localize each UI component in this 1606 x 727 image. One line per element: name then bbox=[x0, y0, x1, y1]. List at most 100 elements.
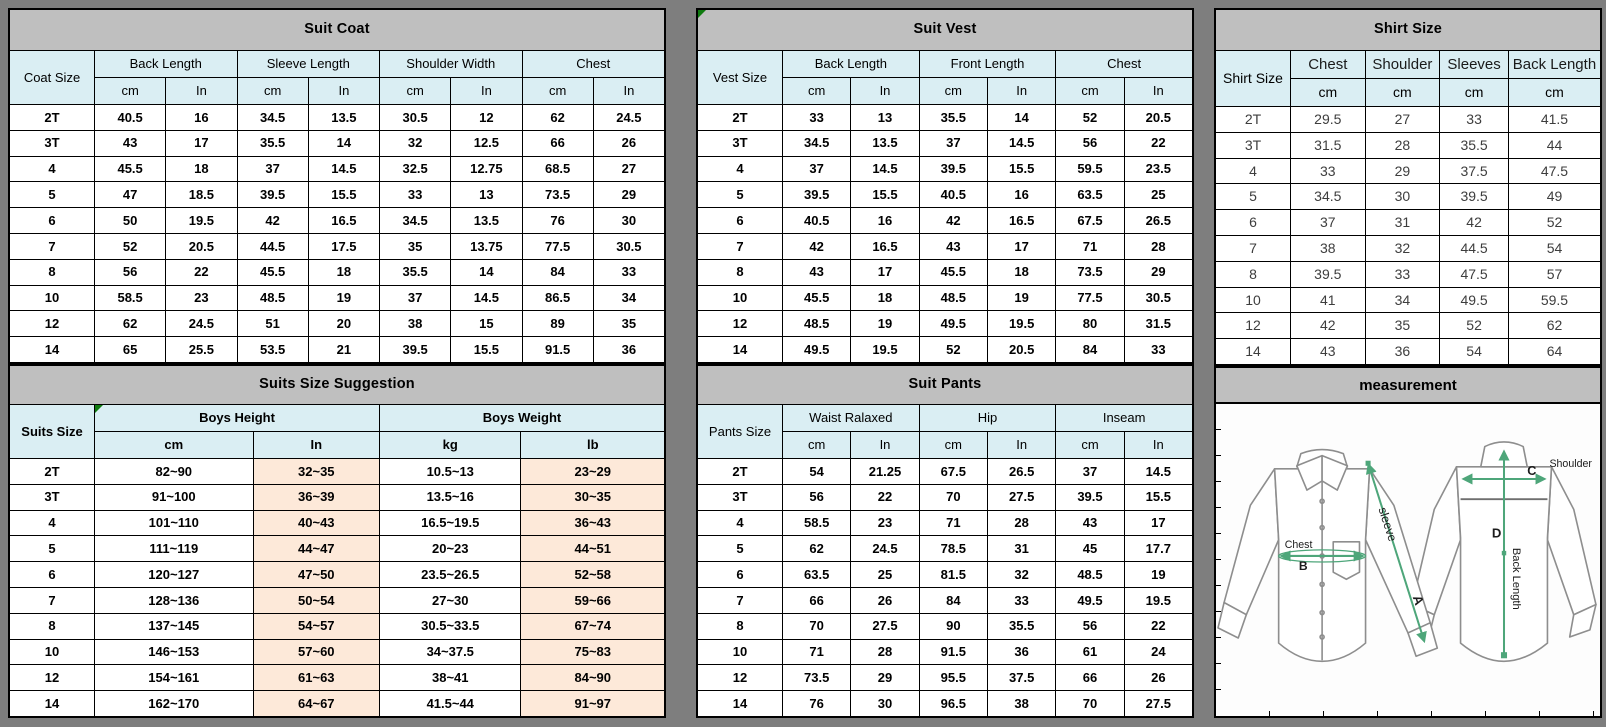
size-column-header: Vest Size bbox=[698, 51, 782, 104]
size-cell: 2T bbox=[698, 105, 782, 130]
value-cell: 18 bbox=[851, 285, 919, 311]
value-cell: 40.5 bbox=[783, 208, 851, 233]
size-cell: 6 bbox=[698, 562, 782, 587]
size-column-header: Pants Size bbox=[698, 405, 782, 458]
left-column: Suit Coat Coat Size Back Length Sleeve Leng… bbox=[8, 8, 666, 718]
unit-header: cm bbox=[95, 78, 166, 104]
value-cell: 56 bbox=[783, 484, 851, 510]
value-cell: 40~43 bbox=[253, 510, 379, 536]
value-cell: 38 bbox=[1291, 235, 1365, 261]
size-cell: 12 bbox=[1216, 313, 1290, 339]
value-cell: 36 bbox=[1365, 339, 1440, 364]
value-cell: 64 bbox=[1508, 339, 1600, 364]
value-cell: 18 bbox=[166, 156, 237, 182]
column-group-header: Shoulder Width bbox=[380, 51, 522, 77]
value-cell: 26 bbox=[851, 587, 919, 613]
value-cell: 76 bbox=[522, 208, 593, 233]
value-cell: 30.5~33.5 bbox=[380, 613, 521, 639]
value-cell: 15.5 bbox=[451, 337, 522, 362]
value-cell: 49.5 bbox=[919, 311, 987, 337]
value-cell: 49.5 bbox=[783, 337, 851, 362]
value-cell: 48.5 bbox=[783, 311, 851, 337]
table-title: Suits Size Suggestion bbox=[10, 366, 664, 404]
value-cell: 12.5 bbox=[451, 130, 522, 156]
unit-header: lb bbox=[521, 432, 664, 458]
value-cell: 57 bbox=[1508, 261, 1600, 287]
value-cell: 59.5 bbox=[1056, 156, 1124, 182]
size-cell: 4 bbox=[698, 510, 782, 536]
value-cell: 43 bbox=[919, 233, 987, 259]
back-length-label: Back Length bbox=[1510, 548, 1522, 610]
value-cell: 84~90 bbox=[521, 665, 664, 691]
value-cell: 20.5 bbox=[166, 233, 237, 259]
value-cell: 14.5 bbox=[988, 130, 1056, 156]
value-cell: 19 bbox=[1124, 562, 1192, 587]
value-cell: 39.5 bbox=[783, 182, 851, 208]
value-cell: 76 bbox=[783, 691, 851, 716]
size-cell: 7 bbox=[1216, 235, 1290, 261]
unit-header: kg bbox=[380, 432, 521, 458]
value-cell: 16 bbox=[988, 182, 1056, 208]
value-cell: 37.5 bbox=[988, 665, 1056, 691]
value-cell: 25 bbox=[1124, 182, 1192, 208]
value-cell: 96.5 bbox=[919, 691, 987, 716]
value-cell: 50 bbox=[95, 208, 166, 233]
value-cell: 111~119 bbox=[95, 536, 253, 562]
unit-header: In bbox=[988, 432, 1056, 458]
value-cell: 56 bbox=[1056, 130, 1124, 156]
value-cell: 28 bbox=[851, 639, 919, 665]
value-cell: 35 bbox=[380, 233, 451, 259]
unit-header: cm bbox=[783, 432, 851, 458]
size-cell: 10 bbox=[698, 639, 782, 665]
value-cell: 34.5 bbox=[783, 130, 851, 156]
value-cell: 22 bbox=[851, 484, 919, 510]
value-cell: 42 bbox=[1291, 313, 1365, 339]
unit-header: cm bbox=[1365, 79, 1440, 106]
middle-column: Suit Vest Vest Size Back Length Front Lengt… bbox=[696, 8, 1194, 718]
back-length-arrow bbox=[1498, 449, 1510, 659]
value-cell: 24.5 bbox=[851, 536, 919, 562]
suit-pants-table: Suit Pants Pants Size Waist Ralaxed Hip Inse… bbox=[696, 364, 1194, 718]
value-cell: 33 bbox=[593, 259, 664, 285]
value-cell: 37 bbox=[237, 156, 308, 182]
value-cell: 29.5 bbox=[1291, 107, 1365, 132]
value-cell: 15.5 bbox=[308, 182, 379, 208]
value-cell: 52 bbox=[1056, 105, 1124, 130]
value-cell: 16.5~19.5 bbox=[380, 510, 521, 536]
value-cell: 30 bbox=[1365, 184, 1440, 210]
value-cell: 35.5 bbox=[988, 613, 1056, 639]
value-cell: 16.5 bbox=[988, 208, 1056, 233]
value-cell: 42 bbox=[919, 208, 987, 233]
value-cell: 16.5 bbox=[308, 208, 379, 233]
value-cell: 73.5 bbox=[1056, 259, 1124, 285]
unit-header: In bbox=[988, 78, 1056, 104]
unit-header: In bbox=[851, 432, 919, 458]
value-cell: 29 bbox=[1124, 259, 1192, 285]
value-cell: 19.5 bbox=[1124, 587, 1192, 613]
measurement-title: measurement bbox=[1216, 368, 1600, 404]
unit-header: cm bbox=[95, 432, 253, 458]
value-cell: 84 bbox=[919, 587, 987, 613]
value-cell: 67.5 bbox=[1056, 208, 1124, 233]
column-group-header: Chest bbox=[1056, 51, 1192, 77]
value-cell: 39.5 bbox=[1056, 484, 1124, 510]
unit-header: In bbox=[451, 78, 522, 104]
value-cell: 62 bbox=[783, 536, 851, 562]
value-cell: 68.5 bbox=[522, 156, 593, 182]
value-cell: 40.5 bbox=[95, 105, 166, 130]
value-cell: 20.5 bbox=[988, 337, 1056, 362]
value-cell: 42 bbox=[237, 208, 308, 233]
size-cell: 6 bbox=[10, 208, 94, 233]
value-cell: 63.5 bbox=[783, 562, 851, 587]
value-cell: 35.5 bbox=[380, 259, 451, 285]
value-cell: 14.5 bbox=[451, 285, 522, 311]
value-cell: 86.5 bbox=[522, 285, 593, 311]
value-cell: 50~54 bbox=[253, 587, 379, 613]
value-cell: 84 bbox=[522, 259, 593, 285]
value-cell: 39.5 bbox=[380, 337, 451, 362]
value-cell: 70 bbox=[1056, 691, 1124, 716]
size-cell: 12 bbox=[698, 311, 782, 337]
value-cell: 18 bbox=[988, 259, 1056, 285]
value-cell: 38~41 bbox=[380, 665, 521, 691]
unit-header: cm bbox=[1508, 79, 1600, 106]
